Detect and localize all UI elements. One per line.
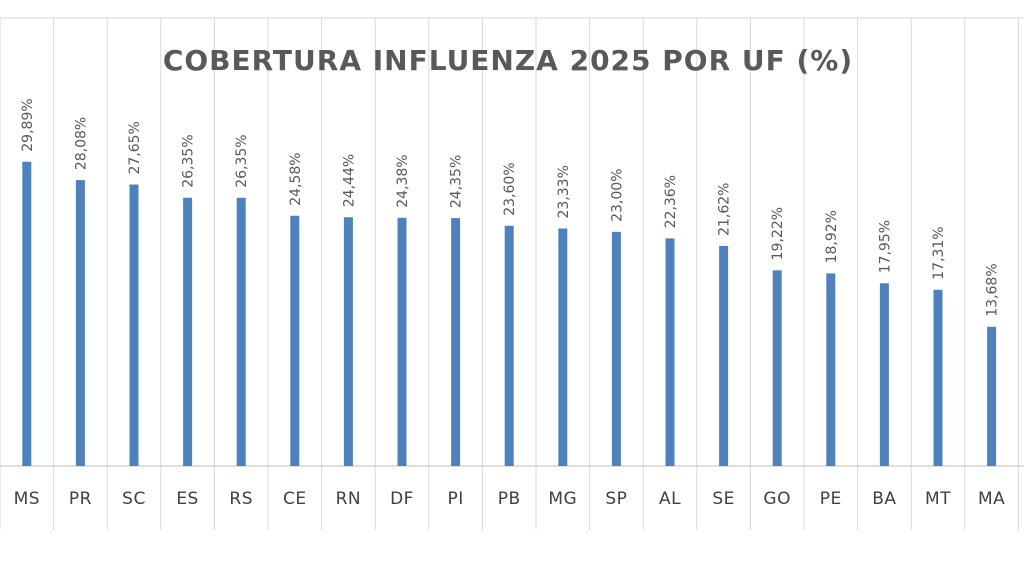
data-label-df: 24,38% — [395, 154, 411, 207]
bar-pi — [451, 218, 461, 466]
bar-go — [772, 270, 782, 466]
x-tick-label-ba: BA — [872, 489, 896, 509]
bar-df — [397, 217, 407, 466]
bar-ms — [22, 161, 32, 467]
data-label-es: 26,35% — [181, 134, 197, 187]
x-tick-label-al: AL — [659, 489, 681, 509]
x-tick-label-ms: MS — [14, 489, 40, 509]
x-tick-label-mt: MT — [925, 489, 951, 509]
x-tick-label-ma: MA — [978, 489, 1005, 509]
bar-sc — [129, 184, 139, 466]
bar-mg — [558, 228, 568, 466]
data-label-ma: 13,68% — [985, 263, 1001, 316]
x-tick-label-pr: PR — [69, 489, 92, 509]
bar-mt — [933, 289, 943, 466]
bar-ba — [879, 283, 889, 466]
bar-pe — [826, 273, 836, 466]
data-label-ba: 17,95% — [877, 220, 893, 273]
x-tick-label-ce: CE — [283, 489, 307, 509]
bar-ma — [987, 326, 997, 466]
data-label-sp: 23,00% — [609, 168, 625, 221]
x-tick-label-rn: RN — [336, 489, 362, 509]
bar-rs — [236, 197, 246, 466]
data-label-se: 21,62% — [717, 183, 733, 236]
chart-title: COBERTURA INFLUENZA 2025 POR UF (%) — [163, 44, 853, 77]
bar-es — [183, 197, 193, 466]
data-label-mt: 17,31% — [931, 226, 947, 279]
bar-al — [665, 238, 675, 466]
x-tick-label-rs: RS — [229, 489, 253, 509]
bar-se — [719, 245, 729, 466]
data-label-sc: 27,65% — [127, 121, 143, 174]
bar-ce — [290, 215, 300, 466]
x-tick-labels: MS PR SC ES RS CE RN DF PI PB MG SP AL SE GO PE BA MT MA — [14, 489, 1005, 509]
x-tick-label-mg: MG — [548, 489, 577, 509]
data-label-pr: 28,08% — [73, 117, 89, 170]
x-tick-label-sc: SC — [122, 489, 146, 509]
x-tick-label-pb: PB — [498, 489, 521, 509]
data-label-rs: 26,35% — [234, 134, 250, 187]
data-label-pb: 23,60% — [502, 162, 518, 215]
bar-rn — [343, 217, 353, 466]
data-label-pi: 24,35% — [449, 155, 465, 208]
data-label-go: 19,22% — [770, 207, 786, 260]
bar-sp — [611, 231, 621, 466]
data-label-rn: 24,44% — [341, 154, 357, 207]
x-tick-label-es: ES — [176, 489, 199, 509]
data-label-ce: 24,58% — [288, 152, 304, 205]
x-tick-label-pe: PE — [820, 489, 842, 509]
gridlines — [0, 17, 1024, 530]
x-tick-label-pi: PI — [447, 489, 463, 509]
data-label-pe: 18,92% — [824, 210, 840, 263]
data-label-mg: 23,33% — [556, 165, 572, 218]
x-tick-label-go: GO — [763, 489, 791, 509]
data-label-al: 22,36% — [663, 175, 679, 228]
bars — [22, 161, 997, 467]
x-tick-label-df: DF — [390, 489, 414, 509]
data-label-ms: 29,89% — [20, 98, 36, 151]
x-tick-label-se: SE — [712, 489, 735, 509]
data-labels: 29,89% 28,08% 27,65% 26,35% 26,35% 24,58% 24,4… — [20, 98, 1001, 316]
x-tick-label-sp: SP — [605, 489, 627, 509]
bar-pb — [504, 225, 514, 466]
bar-pr — [75, 180, 85, 466]
